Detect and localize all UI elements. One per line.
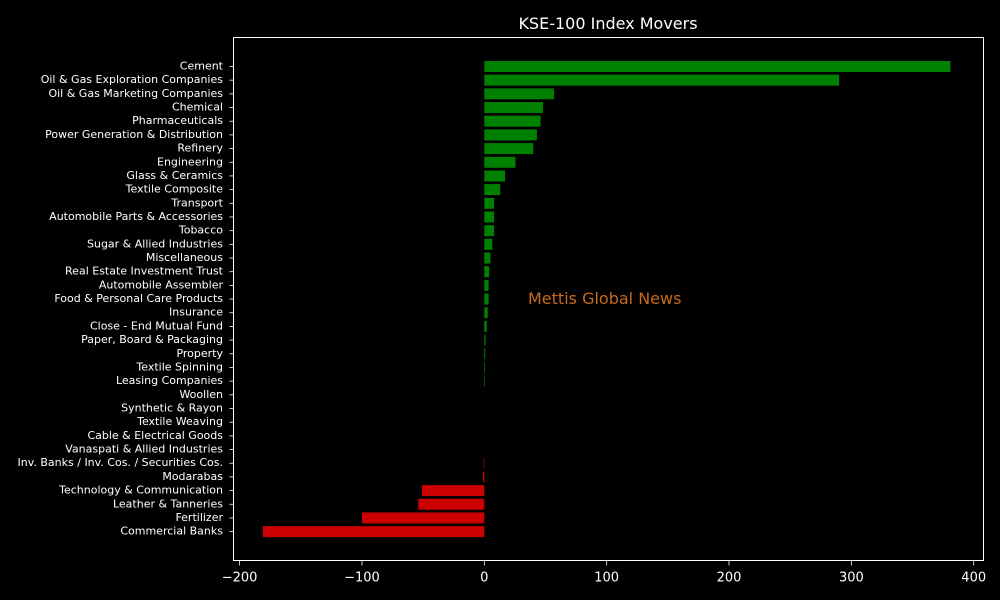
category-label: Tobacco xyxy=(178,224,223,237)
x-tick-label: 400 xyxy=(961,571,986,586)
category-label: Automobile Assembler xyxy=(99,278,224,291)
bar xyxy=(484,184,501,196)
category-label: Textile Spinning xyxy=(135,360,223,373)
bar xyxy=(484,225,495,237)
category-label: Cable & Electrical Goods xyxy=(87,429,223,442)
bar xyxy=(484,238,493,250)
bar xyxy=(484,115,541,127)
category-label: Modarabas xyxy=(162,470,223,483)
watermark-text: Mettis Global News xyxy=(528,289,681,308)
bar xyxy=(484,197,495,209)
category-label: Real Estate Investment Trust xyxy=(65,265,224,278)
x-tick-label: 200 xyxy=(717,571,742,586)
category-label: Insurance xyxy=(169,306,223,319)
bar xyxy=(484,375,485,387)
category-label: Property xyxy=(176,347,223,360)
x-tick-label: −200 xyxy=(222,571,258,586)
bar xyxy=(484,102,544,114)
category-label: Woollen xyxy=(179,388,223,401)
category-label: Leasing Companies xyxy=(116,374,223,387)
category-label: Sugar & Allied Industries xyxy=(87,237,223,250)
bars-layer xyxy=(262,61,951,538)
bar xyxy=(484,293,489,305)
category-label: Inv. Banks / Inv. Cos. / Securities Cos. xyxy=(18,456,223,469)
bar xyxy=(418,498,485,510)
bar xyxy=(484,61,951,72)
category-label: Miscellaneous xyxy=(146,251,223,264)
bar xyxy=(484,266,490,278)
category-label: Power Generation & Distribution xyxy=(45,128,223,141)
category-label: Technology & Communication xyxy=(58,484,223,497)
category-label: Oil & Gas Exploration Companies xyxy=(41,73,224,86)
bar xyxy=(484,320,487,332)
category-label: Oil & Gas Marketing Companies xyxy=(48,87,223,100)
bar xyxy=(484,74,840,86)
category-label: Automobile Parts & Accessories xyxy=(49,210,223,223)
bar xyxy=(484,88,555,100)
category-label: Cement xyxy=(180,60,224,73)
bar xyxy=(484,348,486,360)
category-label: Food & Personal Care Products xyxy=(54,292,223,305)
category-label: Leather & Tanneries xyxy=(113,497,223,510)
bar xyxy=(484,334,486,346)
bar xyxy=(484,170,506,182)
category-label: Chemical xyxy=(172,101,223,114)
bar xyxy=(484,156,516,168)
category-label: Pharmaceuticals xyxy=(132,114,223,127)
category-label: Refinery xyxy=(177,142,223,155)
bar xyxy=(361,512,485,524)
category-label: Paper, Board & Packaging xyxy=(81,333,223,346)
x-tick-label: 300 xyxy=(839,571,864,586)
bar xyxy=(484,211,495,223)
bar xyxy=(484,307,488,319)
bar xyxy=(484,279,489,291)
bar xyxy=(421,485,485,497)
bar xyxy=(483,457,485,469)
category-label: Textile Composite xyxy=(125,183,224,196)
category-label: Glass & Ceramics xyxy=(126,169,223,182)
bar xyxy=(483,471,485,483)
x-tick-label: 100 xyxy=(594,571,619,586)
category-label: Transport xyxy=(170,196,223,209)
x-tick-label: 0 xyxy=(480,571,488,586)
category-label: Close - End Mutual Fund xyxy=(90,319,223,332)
chart-title: KSE-100 Index Movers xyxy=(518,14,697,33)
category-label: Fertilizer xyxy=(175,511,223,524)
category-label: Synthetic & Rayon xyxy=(121,402,223,415)
bar xyxy=(484,252,491,264)
bar xyxy=(484,129,537,141)
category-label: Engineering xyxy=(157,155,223,168)
category-label: Textile Weaving xyxy=(136,415,223,428)
bar xyxy=(484,361,486,373)
bar xyxy=(484,143,534,155)
category-label: Commercial Banks xyxy=(120,525,223,538)
bar xyxy=(262,526,485,538)
category-label: Vanaspati & Allied Industries xyxy=(65,443,223,456)
x-axis: −200 −100 0 100 200 300 400 xyxy=(222,560,986,586)
x-tick-label: −100 xyxy=(344,571,380,586)
